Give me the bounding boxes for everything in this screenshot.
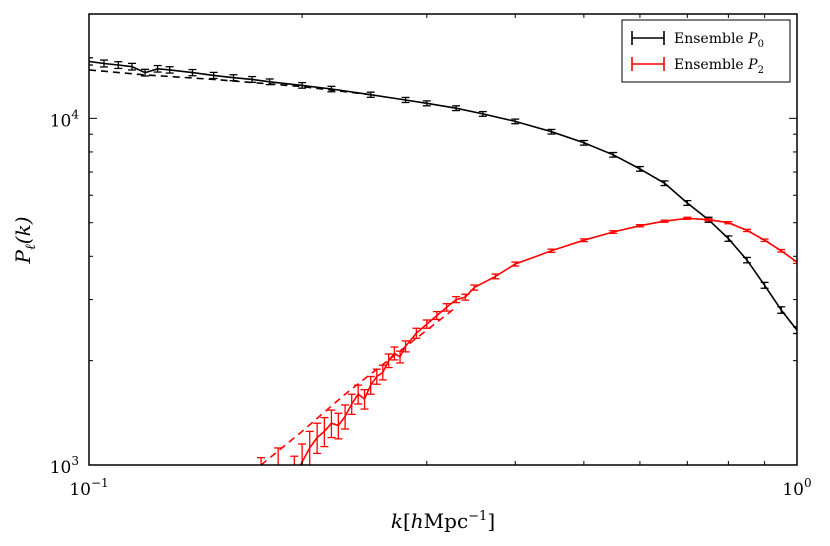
model-dashed-line <box>260 306 457 465</box>
x-axis-label: k[hMpc−1] <box>391 509 495 533</box>
legend-label: Ensemble P0 <box>674 31 764 50</box>
y-axis-label: Pℓ(k) <box>11 216 39 264</box>
plot-frame <box>88 13 798 466</box>
y-tick-label: 104 <box>50 107 80 131</box>
series-0 <box>89 57 797 335</box>
y-tick-label: 103 <box>50 454 79 478</box>
legend-label: Ensemble P2 <box>674 57 764 76</box>
x-tick-label: 10−1 <box>69 476 108 500</box>
legend: Ensemble P0 Ensemble P2 <box>621 19 791 83</box>
legend-box <box>621 19 791 83</box>
model-dashed-line <box>89 69 371 96</box>
series-2 <box>89 69 371 96</box>
x-tick-label: 100 <box>782 476 811 500</box>
series-line <box>299 217 797 465</box>
series-layer <box>89 57 797 465</box>
series-1 <box>257 216 797 465</box>
series-line <box>89 60 797 331</box>
ticks-layer: 10−1 100 103 104 <box>50 13 812 500</box>
series-3 <box>260 306 457 465</box>
